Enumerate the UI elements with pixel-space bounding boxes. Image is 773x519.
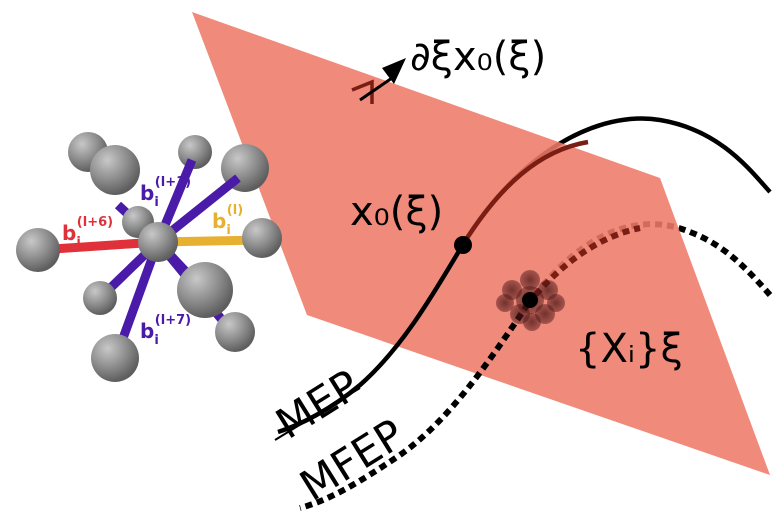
atom: [177, 262, 233, 318]
bond-label-l: bi(l): [212, 203, 243, 238]
atom-cluster: [16, 132, 282, 382]
atom: [83, 281, 117, 315]
bond-label-l6: bi(l+6): [62, 215, 113, 250]
bond-label-l7: bi(l+7): [140, 313, 191, 348]
atom: [215, 312, 255, 352]
atom: [90, 145, 140, 195]
x0-point: [454, 236, 472, 254]
mfep-curve: [299, 302, 531, 511]
atom: [178, 135, 212, 169]
mep-curve-in-plane: [460, 139, 589, 248]
bond-label-l1: bi(l+1): [140, 175, 191, 210]
mfep-curve-back: [525, 221, 773, 306]
gradient-arrow: [351, 58, 406, 104]
atom: [91, 334, 139, 382]
sample-cloud: [496, 270, 565, 331]
mep-underline: [274, 387, 361, 441]
samples-label: {Xᵢ}ξ: [575, 326, 683, 372]
x0-label: x₀(ξ): [350, 189, 443, 235]
atom: [242, 218, 282, 258]
atom: [16, 228, 60, 272]
atom-center: [138, 222, 178, 262]
dividing-plane: [192, 12, 770, 475]
gradient-label: ∂ξx₀(ξ): [410, 34, 546, 80]
